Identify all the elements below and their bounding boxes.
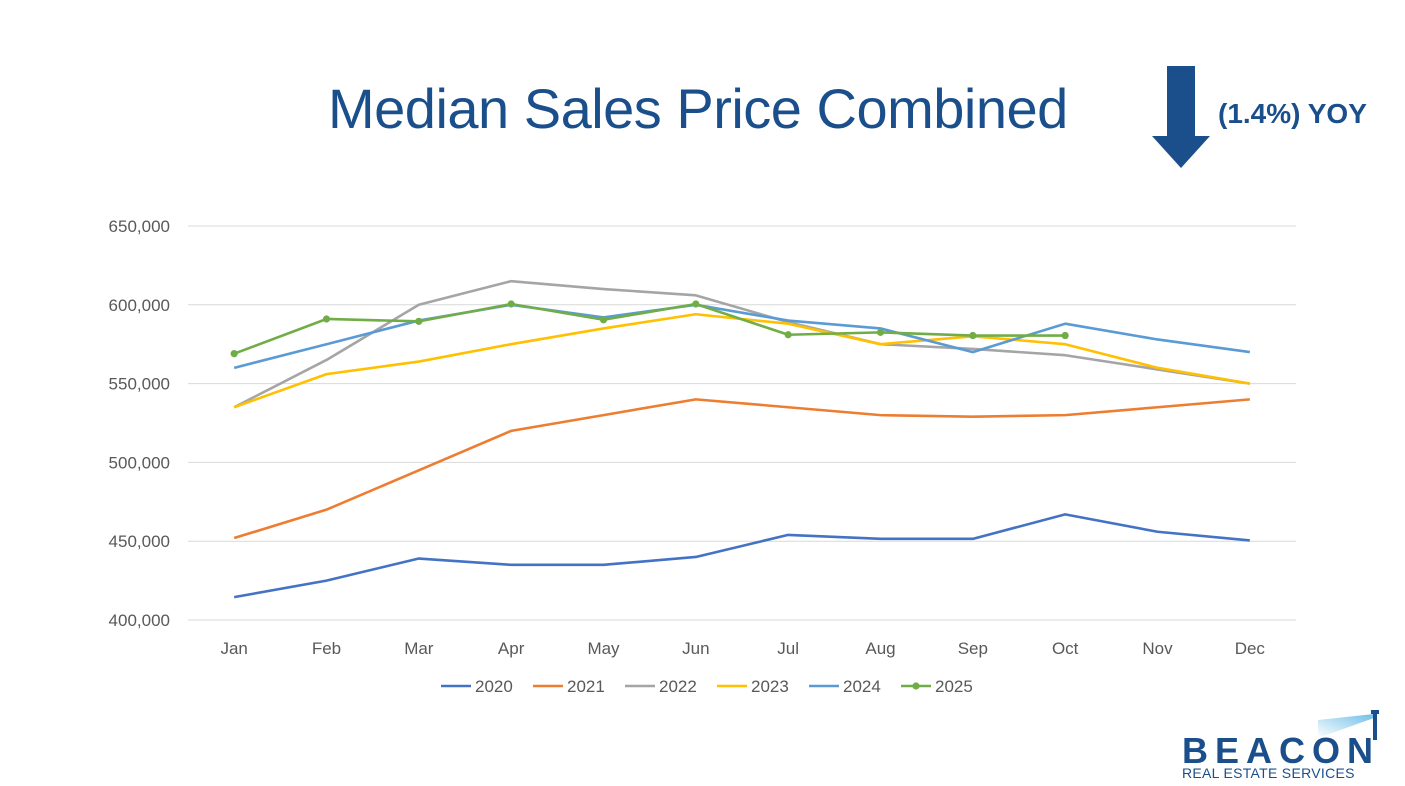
data-point-2025 bbox=[876, 328, 885, 336]
x-tick-label: Dec bbox=[1235, 639, 1266, 658]
x-tick-label: Aug bbox=[865, 639, 895, 658]
legend-item-2023: 2023 bbox=[717, 677, 789, 696]
series-line-2025 bbox=[233, 302, 1066, 355]
series-line-2020 bbox=[233, 513, 1250, 599]
legend: 2020 2021 2022 2023 2024 2025 bbox=[441, 677, 973, 696]
data-point-2025 bbox=[322, 315, 331, 323]
lighthouse-beam-icon bbox=[1318, 710, 1379, 740]
x-tick-label: Feb bbox=[312, 639, 341, 658]
legend-label: 2025 bbox=[935, 677, 973, 696]
data-point-2025 bbox=[969, 331, 977, 340]
x-tick-label: Oct bbox=[1052, 639, 1079, 658]
page-title: Median Sales Price Combined bbox=[328, 77, 1068, 140]
x-tick-label: Nov bbox=[1142, 639, 1173, 658]
series-line-2024 bbox=[233, 303, 1251, 370]
legend-label: 2022 bbox=[659, 677, 697, 696]
yoy-change-label: (1.4%) YOY bbox=[1218, 98, 1367, 129]
x-tick-label: Mar bbox=[404, 639, 434, 658]
series-line-2021 bbox=[233, 398, 1250, 540]
brand-tagline: REAL ESTATE SERVICES bbox=[1182, 765, 1355, 781]
y-tick-label: 500,000 bbox=[109, 453, 170, 472]
legend-item-2025: 2025 bbox=[901, 677, 973, 696]
brand-name: BEACON bbox=[1182, 730, 1381, 771]
x-tick-label: Jun bbox=[682, 639, 709, 658]
y-tick-label: 550,000 bbox=[109, 375, 170, 394]
y-tick-label: 600,000 bbox=[109, 296, 170, 315]
data-point-2025 bbox=[1061, 331, 1069, 340]
x-tick-label: May bbox=[587, 639, 620, 658]
x-tick-label: Jul bbox=[777, 639, 799, 658]
data-point-2025 bbox=[230, 350, 238, 358]
arrow-down-icon bbox=[1152, 66, 1210, 168]
legend-item-2021: 2021 bbox=[533, 677, 605, 696]
y-tick-label: 650,000 bbox=[109, 217, 170, 236]
beacon-logo: BEACON REAL ESTATE SERVICES bbox=[1178, 708, 1388, 784]
data-point-2025 bbox=[784, 331, 792, 339]
legend-marker bbox=[912, 682, 920, 690]
legend-item-2022: 2022 bbox=[625, 677, 697, 696]
series-line-2022 bbox=[233, 279, 1251, 409]
legend-label: 2021 bbox=[567, 677, 605, 696]
data-point-2025 bbox=[599, 316, 608, 324]
axes: 400,000 450,000 500,000 550,000 600,000 650,0… bbox=[109, 217, 1266, 658]
x-tick-label: Sep bbox=[958, 639, 988, 658]
gridlines bbox=[188, 225, 1296, 621]
legend-label: 2023 bbox=[751, 677, 789, 696]
x-tick-label: Apr bbox=[498, 639, 525, 658]
y-tick-label: 400,000 bbox=[109, 611, 170, 630]
series-lines bbox=[230, 279, 1251, 599]
legend-item-2020: 2020 bbox=[441, 677, 513, 696]
legend-label: 2020 bbox=[475, 677, 513, 696]
y-tick-label: 450,000 bbox=[109, 532, 170, 551]
legend-item-2024: 2024 bbox=[809, 677, 881, 696]
data-point-2025 bbox=[692, 300, 700, 308]
legend-label: 2024 bbox=[843, 677, 881, 696]
data-point-2025 bbox=[507, 300, 515, 308]
data-point-2025 bbox=[415, 317, 423, 325]
x-tick-label: Jan bbox=[220, 639, 247, 658]
